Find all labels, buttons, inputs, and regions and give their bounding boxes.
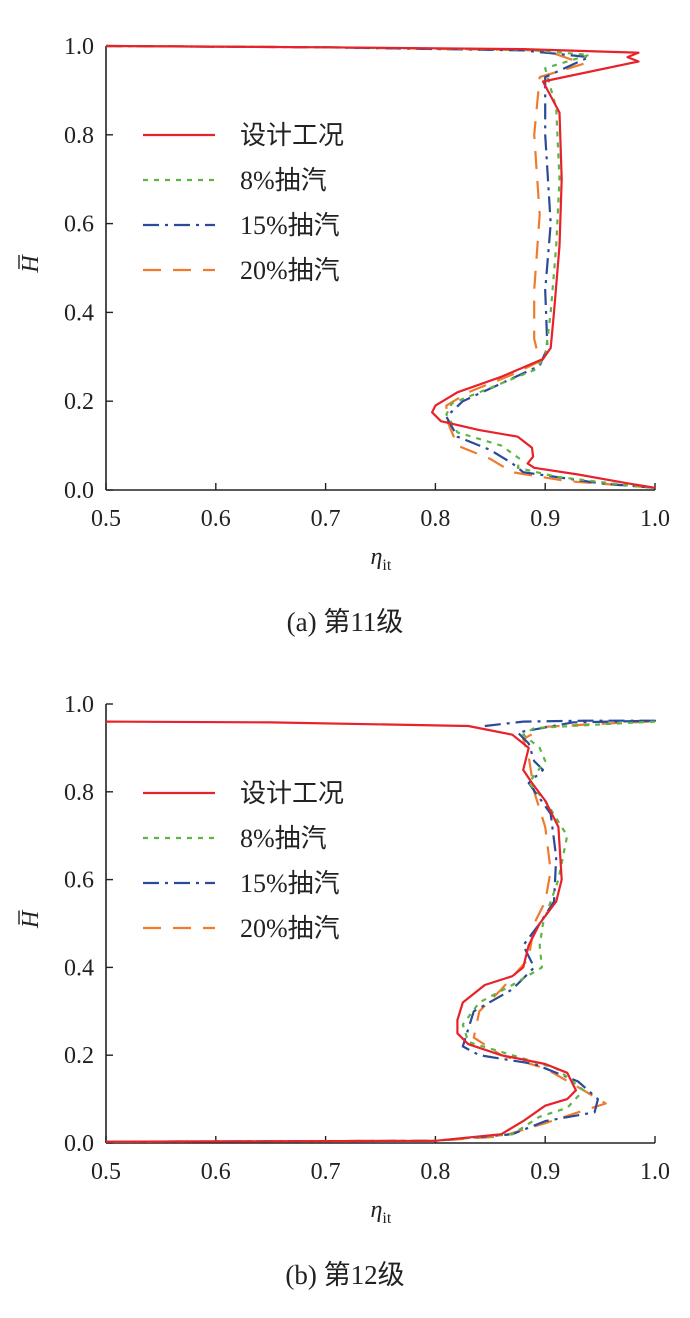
chart-b-caption: (b) 第12级	[285, 1260, 405, 1290]
chart-panel-b: 0.5 0.6 0.7 0.8 0.9 1.0 0.0 0.2 0.4 0.6 0.8 1.0 ηit H…	[0, 659, 690, 1318]
legend-label-ext20: 20%抽汽	[240, 256, 340, 285]
y-tick-label: 0.6	[64, 212, 94, 238]
legend-label-design: 设计工况	[240, 779, 344, 808]
series-line-ext8	[106, 44, 656, 489]
legend-label-ext15: 15%抽汽	[240, 211, 340, 240]
x-tick-label: 1.0	[640, 506, 670, 532]
legend-label-ext8: 8%抽汽	[240, 166, 327, 195]
x-tick-label: 0.9	[530, 506, 560, 532]
y-tick-label: 0.2	[64, 389, 94, 415]
x-tick-label: 0.6	[201, 506, 231, 532]
chart-panel-a: 0.5 0.6 0.7 0.8 0.9 1.0 0.0 0.2 0.4 0.6 0.8 1.0 ηit H…	[18, 34, 670, 637]
y-tick-label: 1.0	[64, 692, 94, 718]
chart-a-svg: 0.5 0.6 0.7 0.8 0.9 1.0 0.0 0.2 0.4 0.6 0.8 1.0 ηit H…	[18, 34, 670, 574]
y-tick-label: 0.2	[64, 1043, 94, 1069]
series-line-ext20	[106, 44, 656, 489]
x-tick-label: 0.7	[311, 1159, 341, 1185]
series-line-ext15	[106, 44, 656, 489]
y-axis-title: H	[18, 254, 44, 274]
legend-label-ext15: 15%抽汽	[240, 869, 340, 898]
y-tick-label: 0.8	[64, 123, 94, 149]
series-line-design	[106, 720, 577, 1143]
y-tick-label: 1.0	[64, 34, 94, 60]
y-tick-label: 0.0	[64, 478, 94, 504]
y-tick-label: 0.0	[64, 1131, 94, 1157]
y-axis-title: H	[18, 909, 44, 929]
chart-a-caption: (a) 第11级	[286, 607, 404, 637]
legend-label-ext8: 8%抽汽	[240, 824, 327, 853]
series-line-design	[106, 44, 656, 489]
x-axis-symbol: η	[371, 544, 383, 570]
x-axis-title: ηit	[371, 544, 392, 574]
legend-label-ext20: 20%抽汽	[240, 914, 340, 943]
x-tick-label: 1.0	[640, 1159, 670, 1185]
y-axis-symbol: H	[18, 909, 44, 929]
y-tick-label: 0.6	[64, 868, 94, 894]
x-tick-label: 0.5	[91, 1159, 121, 1185]
x-tick-label: 0.9	[530, 1159, 560, 1185]
series-line-ext20	[106, 720, 650, 1143]
series-line-ext8	[106, 720, 656, 1143]
x-tick-label: 0.7	[311, 506, 341, 532]
x-tick-label: 0.8	[420, 1159, 450, 1185]
chart-b-svg: 0.5 0.6 0.7 0.8 0.9 1.0 0.0 0.2 0.4 0.6 0.8 1.0 ηit H…	[18, 692, 670, 1227]
series-line-ext15	[106, 719, 657, 1143]
x-tick-label: 0.5	[91, 506, 121, 532]
x-tick-label: 0.6	[201, 1159, 231, 1185]
x-axis-title: ηit	[371, 1197, 392, 1227]
legend-label-design: 设计工况	[240, 121, 344, 150]
y-tick-label: 0.4	[64, 300, 94, 326]
y-tick-label: 0.4	[64, 955, 94, 981]
y-axis-symbol: H	[18, 254, 44, 274]
y-tick-label: 0.8	[64, 780, 94, 806]
x-axis-subscript: it	[382, 557, 391, 574]
x-axis-subscript: it	[382, 1210, 391, 1227]
x-axis-symbol: η	[371, 1197, 383, 1223]
x-tick-label: 0.8	[420, 506, 450, 532]
